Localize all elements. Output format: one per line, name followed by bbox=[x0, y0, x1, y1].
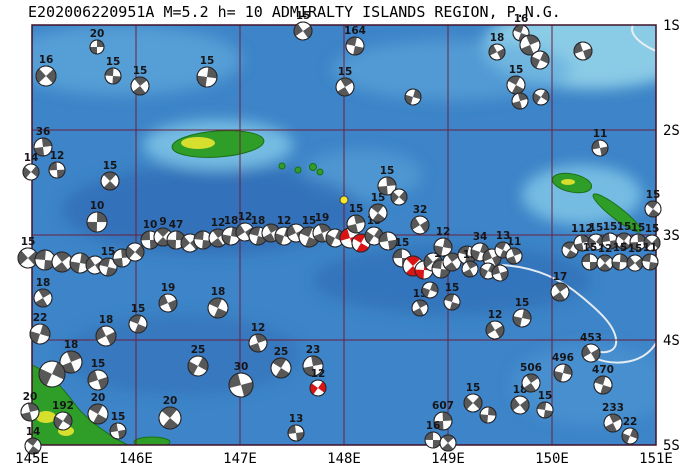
latitude-label: 4S bbox=[663, 333, 680, 349]
longitude-label: 148E bbox=[327, 451, 361, 467]
latitude-label: 3S bbox=[663, 228, 680, 244]
longitude-tick-labels: 145E 146E 147E 148E 149E 150E 151E bbox=[15, 451, 673, 467]
latitude-label: 2S bbox=[663, 123, 680, 139]
island-highland bbox=[561, 179, 575, 185]
small-island bbox=[309, 163, 317, 171]
latitude-label: 1S bbox=[663, 18, 680, 34]
map-area bbox=[32, 25, 656, 445]
small-island bbox=[278, 162, 286, 170]
coastal-strip bbox=[133, 436, 171, 445]
latitude-tick-labels: 1S 2S 3S 4S 5S bbox=[663, 18, 680, 454]
small-island bbox=[316, 168, 324, 176]
longitude-label: 145E bbox=[15, 451, 49, 467]
mainland-highland bbox=[58, 426, 74, 436]
longitude-label: 150E bbox=[535, 451, 569, 467]
plot-title: E202006220951A M=5.2 h= 10 ADMIRALTY ISL… bbox=[28, 3, 561, 21]
mainland-highland bbox=[36, 411, 56, 423]
longitude-label: 147E bbox=[223, 451, 257, 467]
latitude-label: 5S bbox=[663, 438, 680, 454]
longitude-label: 146E bbox=[119, 451, 153, 467]
manus-highland bbox=[181, 137, 215, 149]
longitude-label: 149E bbox=[431, 451, 465, 467]
bathymetry-layer bbox=[32, 25, 656, 445]
longitude-label: 151E bbox=[639, 451, 673, 467]
small-island bbox=[294, 166, 302, 174]
